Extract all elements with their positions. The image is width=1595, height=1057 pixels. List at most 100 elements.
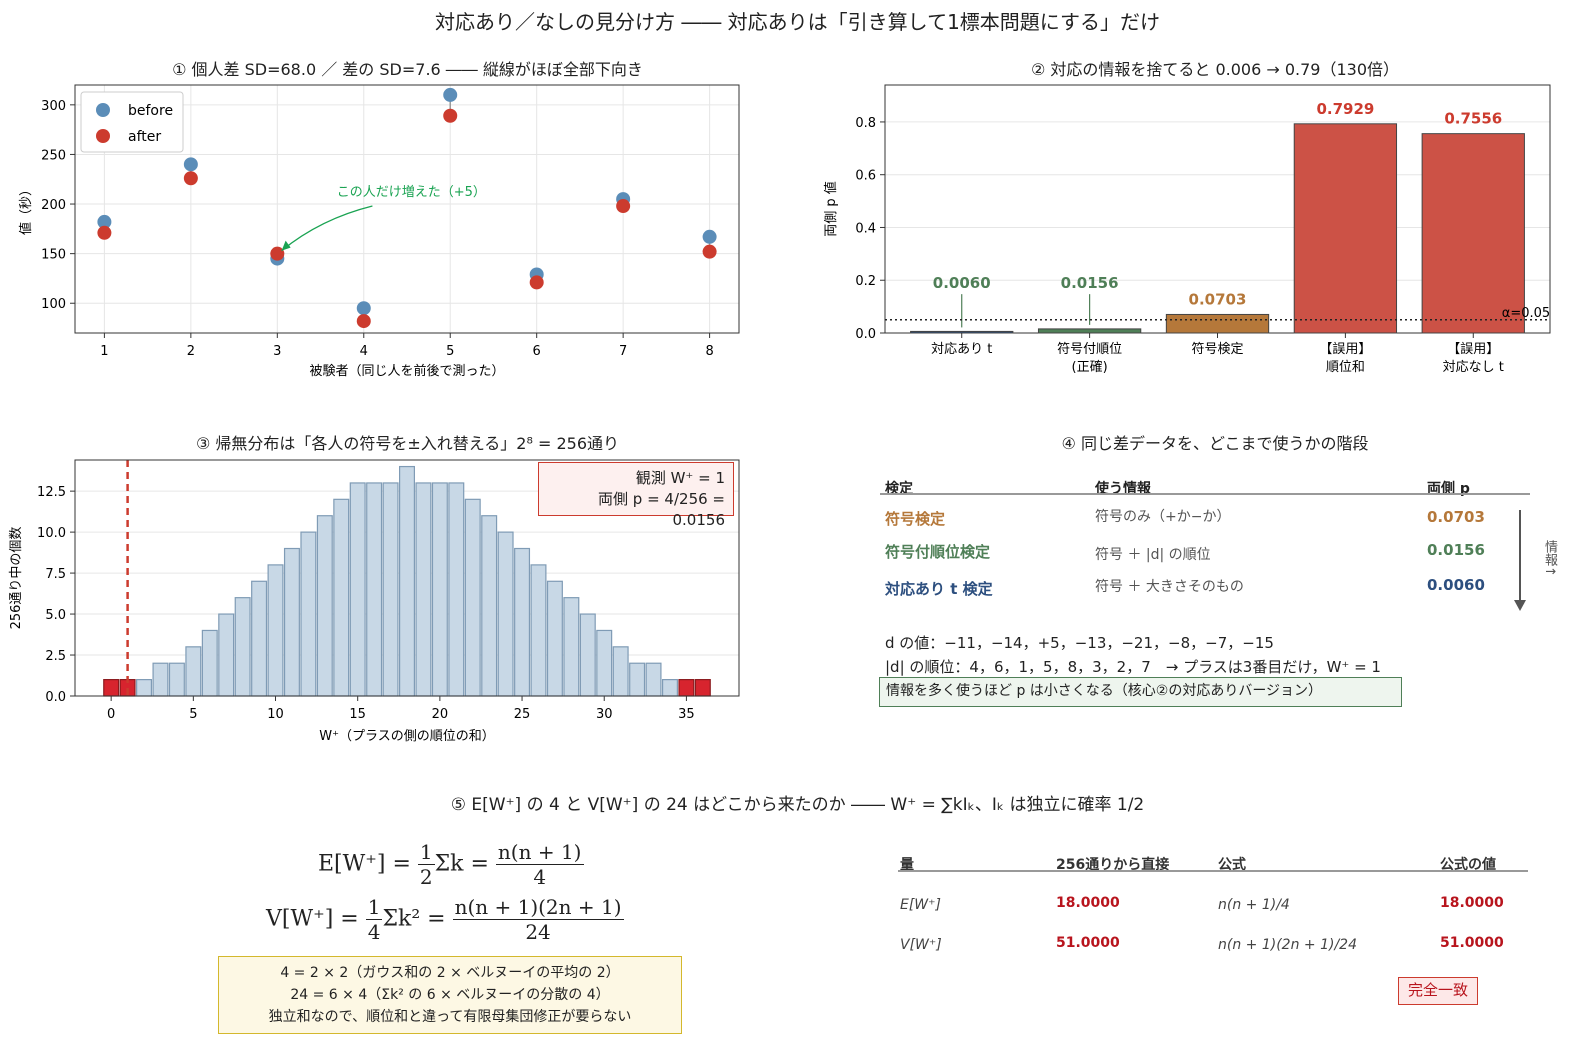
before-point	[183, 157, 198, 172]
y-tick-label: 0.4	[855, 221, 876, 236]
y-tick-label: 250	[41, 148, 66, 163]
y-axis-label: 256通り中の個数	[9, 527, 24, 630]
panel4-row1-test: 符号検定	[885, 510, 946, 528]
formula-e-frac1-num: 1	[417, 840, 435, 865]
before-point	[702, 229, 717, 244]
panel3-chart: 0.0 2.5 5.0 7.5 10.0 12.5 0 5 10 15 20 25 30 35 256通り中…	[9, 459, 740, 744]
y-tick-label: 10.0	[37, 526, 66, 541]
panel5-row2-value: 51.0000	[1440, 935, 1504, 951]
x-tick-label: 4	[360, 344, 368, 359]
histogram-bar	[136, 679, 153, 697]
histogram-bar	[612, 646, 629, 697]
histogram-bar	[333, 498, 350, 697]
panel4-row3-info: 符号 ＋ 大きさそのもの	[1095, 579, 1244, 595]
histogram-bar	[431, 482, 448, 697]
histogram-bar	[629, 662, 646, 697]
y-tick-label: 100	[41, 297, 66, 312]
panel4-row3-p: 0.0060	[1427, 576, 1485, 594]
panel5-row1-formula: n(n + 1)/4	[1218, 897, 1290, 913]
histogram-bar	[349, 482, 366, 697]
histogram-bar	[661, 679, 678, 697]
observed-line1: 観測 W⁺ = 1	[635, 469, 725, 487]
down-arrow-icon	[1514, 510, 1526, 611]
histogram-bar	[300, 531, 317, 697]
panel5-note-line2: 24 = 6 × 4（Σk² の 6 × ベルヌーイの分散の 4）	[290, 987, 610, 1003]
y-tick-label: 0.6	[855, 169, 876, 184]
bar	[1293, 123, 1398, 334]
x-tick-label: 【誤用】	[1447, 341, 1499, 357]
x-tick-label: 符号付順位	[1057, 341, 1122, 357]
annotation-arrow	[281, 205, 373, 252]
bar	[1421, 133, 1525, 334]
panel4-row1-p: 0.0703	[1427, 508, 1485, 526]
x-tick-label: 20	[432, 707, 449, 722]
y-tick-label: 5.0	[45, 608, 66, 623]
plot-frame	[74, 459, 740, 697]
histogram-bar	[694, 679, 711, 697]
panel4-header-info: 使う情報	[1095, 481, 1151, 497]
y-tick-label: 0.0	[45, 690, 66, 705]
panel4-header-test: 検定	[885, 481, 913, 497]
histogram-bar	[218, 613, 235, 697]
histogram-bar	[234, 597, 251, 697]
before-point	[356, 301, 371, 316]
bar	[910, 330, 1014, 334]
panel2-title: ② 対応の情報を捨てると 0.006 → 0.79（130倍）	[1030, 60, 1400, 79]
x-tick-label: 対応あり t	[931, 342, 992, 357]
bar	[1037, 328, 1142, 334]
d-values-line: d の値：−11，−14，+5，−13，−21，−8，−7，−15	[885, 634, 1274, 652]
annotation-text: この人だけ増えた（+5）	[337, 185, 486, 200]
plot-frame	[74, 84, 740, 334]
panel5-row1-direct: 18.0000	[1056, 895, 1120, 911]
histogram-bar	[168, 662, 185, 697]
histogram-bar	[152, 662, 169, 697]
panel4-header-p: 両側 p	[1427, 481, 1470, 497]
formula-e-mid: Σk =	[434, 851, 496, 877]
formula-e-lhs: E[W⁺] =	[318, 851, 418, 877]
legend-label-after: after	[128, 129, 161, 145]
histogram-bar	[678, 679, 695, 697]
histogram-bar	[366, 482, 383, 697]
x-tick-label: 5	[446, 344, 454, 359]
alpha-label: α=0.05	[1502, 306, 1550, 321]
panel4-note-text: 情報を多く使うほど p は小さくなる（核心②の対応ありバージョン）	[886, 683, 1323, 699]
x-tick-label: 10	[267, 707, 284, 722]
histogram-bar	[645, 662, 662, 697]
histogram-bar	[251, 580, 268, 697]
panel5-note: 4 = 2 × 2（ガウス和の 2 × ベルヌーイの平均の 2） 24 = 6 …	[218, 956, 682, 1034]
panel4-row2-info: 符号 ＋ |d| の順位	[1095, 547, 1211, 563]
panel5-row2-formula: n(n + 1)(2n + 1)/24	[1218, 937, 1357, 953]
formula-variance: V[W⁺] = 1 4 Σk² = n(n + 1)(2n + 1) 24	[266, 895, 624, 944]
after-point	[183, 171, 198, 186]
panel4-title: ④ 同じ差データを、どこまで使うかの階段	[1061, 434, 1369, 453]
y-tick-label: 7.5	[45, 567, 66, 582]
histogram-bar	[596, 629, 613, 697]
legend-marker-before	[96, 103, 110, 117]
panel5-row2-direct: 51.0000	[1056, 935, 1120, 951]
panel5-row1-value: 18.0000	[1440, 895, 1504, 911]
formula-v-frac1-den: 4	[367, 920, 381, 944]
histogram-bar	[579, 613, 596, 697]
after-point	[270, 246, 285, 261]
before-point	[443, 87, 458, 102]
y-tick-label: 200	[41, 198, 66, 213]
panel3-title: ③ 帰無分布は「各人の符号を±入れ替える」2⁸ = 256通り	[195, 434, 620, 453]
x-tick-label: 7	[619, 344, 627, 359]
panel4-row1-info: 符号のみ（+か−か）	[1095, 509, 1231, 525]
histogram-bar	[448, 482, 465, 697]
panel5-header-direct: 256通りから直接	[1056, 857, 1170, 873]
bar-value-label: 0.0703	[1189, 290, 1247, 308]
x-tick-label: 対応なし t	[1443, 360, 1504, 375]
x-tick-label: 符号検定	[1191, 341, 1243, 357]
x-axis-label: 被験者（同じ人を前後で測った）	[309, 363, 504, 379]
after-point	[529, 275, 544, 290]
match-badge: 完全一致	[1398, 977, 1478, 1005]
panel4-header-rule	[880, 493, 1530, 495]
x-tick-label: 3	[273, 344, 281, 359]
x-tick-label: 順位和	[1326, 360, 1365, 375]
histogram-bar	[382, 482, 399, 697]
legend: before after	[80, 91, 184, 153]
histogram-bar	[283, 547, 300, 697]
x-tick-label: 【誤用】	[1319, 341, 1371, 357]
x-tick-label: 30	[596, 707, 613, 722]
